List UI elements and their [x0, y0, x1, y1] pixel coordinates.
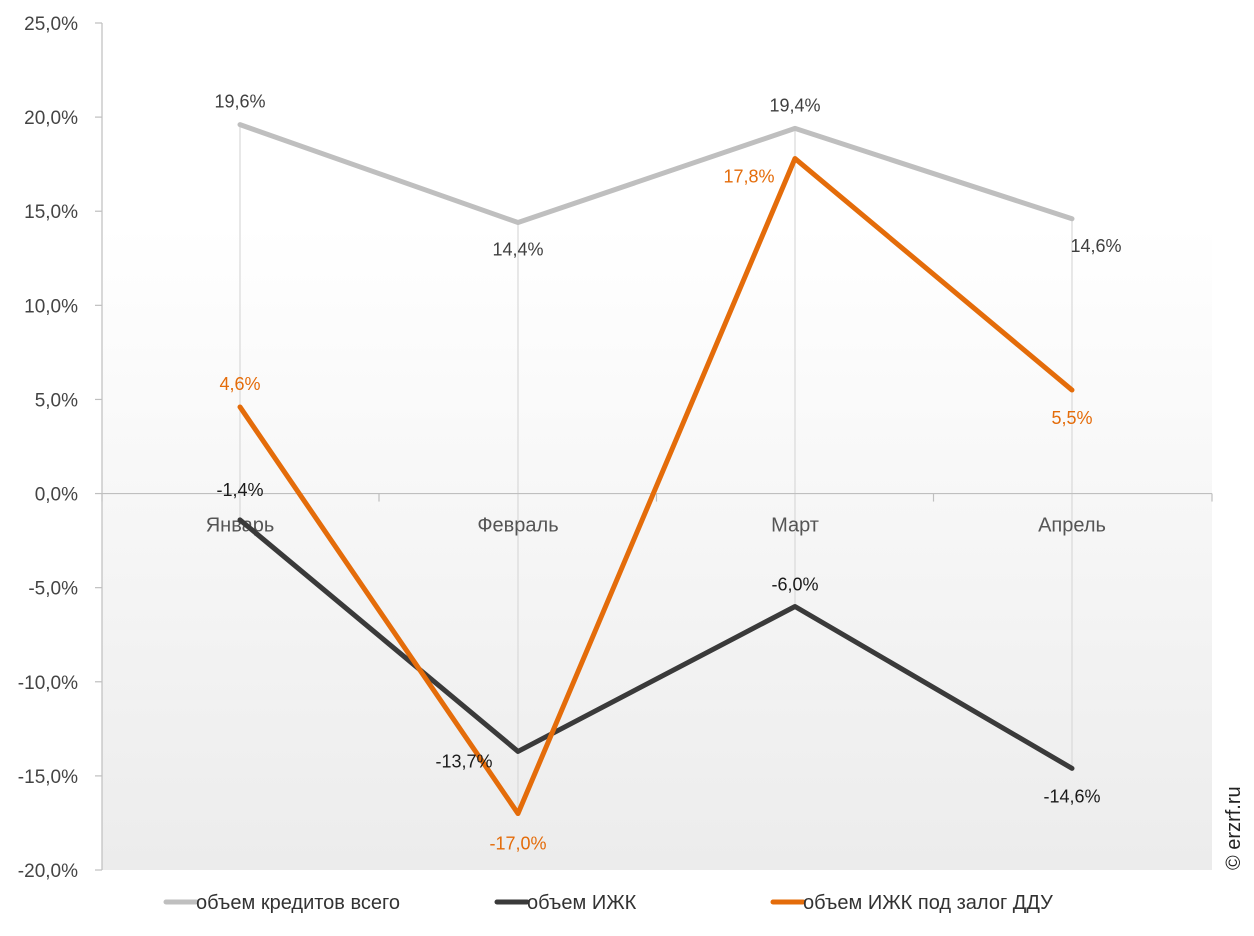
y-tick-label: -20,0%: [18, 861, 78, 882]
data-label: 14,6%: [1070, 236, 1121, 256]
y-tick-label: 15,0%: [24, 202, 78, 223]
data-label: -17,0%: [489, 834, 546, 854]
x-category-label: Февраль: [477, 515, 558, 537]
data-labels: 19,6% 14,4% 19,4% 14,6% -1,4% -13,7% -6,0% -14,…: [214, 92, 1121, 854]
axes: [101, 23, 1213, 870]
y-tick-label: 10,0%: [24, 296, 78, 317]
credit-watermark: © erzrf.ru: [1223, 786, 1245, 870]
y-tick-label: 0,0%: [35, 485, 78, 506]
y-tick-label: 20,0%: [24, 108, 78, 129]
y-tick-label: 25,0%: [24, 14, 78, 35]
y-tick-label: -5,0%: [28, 579, 78, 600]
legend: объем кредитов всего объем ИЖК объем ИЖК п…: [163, 892, 1053, 914]
data-label: -13,7%: [435, 751, 492, 771]
plot-background: [102, 225, 1212, 870]
data-label: -1,4%: [216, 480, 263, 500]
data-label: -6,0%: [771, 574, 818, 594]
legend-label: объем ИЖК под залог ДДУ: [803, 892, 1053, 914]
data-label: 5,5%: [1051, 408, 1092, 428]
y-tick-label: 5,0%: [35, 390, 78, 411]
y-tick-label: -15,0%: [18, 767, 78, 788]
x-category-label: Апрель: [1038, 515, 1106, 537]
data-label: 14,4%: [492, 240, 543, 260]
legend-label: объем кредитов всего: [196, 892, 400, 914]
x-axis-categories: Январь Февраль Март Апрель: [206, 515, 1106, 537]
y-tick-label: -10,0%: [18, 673, 78, 694]
data-label: 17,8%: [723, 167, 774, 187]
data-label: 19,6%: [214, 92, 265, 112]
series-line-0: [237, 122, 1075, 226]
data-label: 4,6%: [219, 374, 260, 394]
data-label: 19,4%: [769, 95, 820, 115]
x-category-label: Март: [771, 515, 819, 537]
y-axis-ticks: 25,0% 20,0% 15,0% 10,0% 5,0% 0,0% -5,0% -10,0% -…: [18, 14, 102, 882]
series-line-2: [237, 156, 1075, 817]
data-label: -14,6%: [1043, 786, 1100, 806]
series-line-1: [237, 517, 1075, 771]
legend-label: объем ИЖК: [527, 892, 637, 914]
series-lines: [237, 122, 1075, 817]
